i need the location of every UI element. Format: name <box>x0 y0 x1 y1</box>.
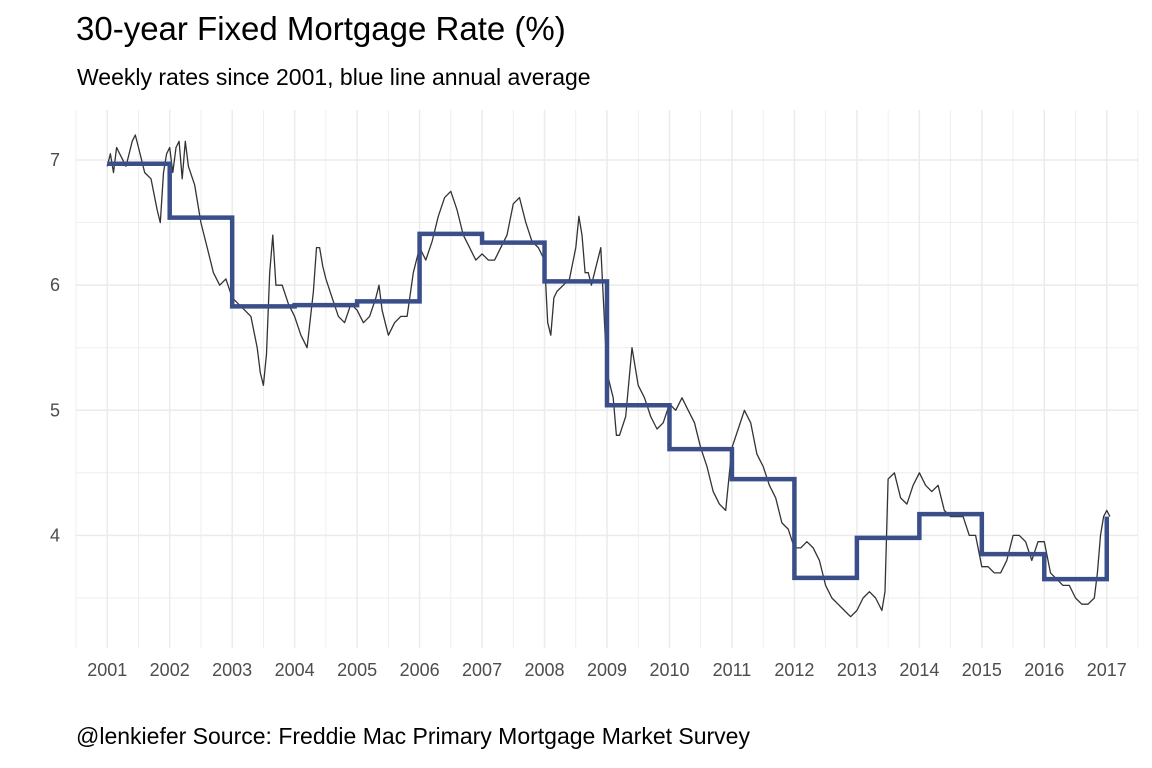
chart-subtitle: Weekly rates since 2001, blue line annua… <box>77 64 591 90</box>
x-tick-label: 2007 <box>462 660 502 680</box>
x-tick-label: 2005 <box>337 660 377 680</box>
y-tick-label: 4 <box>50 525 60 545</box>
x-tick-label: 2002 <box>150 660 190 680</box>
y-tick-label: 7 <box>50 150 60 170</box>
y-tick-label: 5 <box>50 400 60 420</box>
x-tick-label: 2006 <box>400 660 440 680</box>
source-caption: @lenkiefer Source: Freddie Mac Primary M… <box>76 723 750 749</box>
x-tick-label: 2012 <box>774 660 814 680</box>
x-tick-label: 2009 <box>587 660 627 680</box>
annual-average-step-line <box>107 161 1110 582</box>
chart-title: 30-year Fixed Mortgage Rate (%) <box>76 10 566 47</box>
x-tick-label: 2004 <box>275 660 315 680</box>
series-layer <box>106 134 1111 618</box>
x-tick-label: 2013 <box>837 660 877 680</box>
x-tick-label: 2014 <box>899 660 939 680</box>
x-tick-label: 2017 <box>1087 660 1127 680</box>
x-tick-label: 2011 <box>713 660 752 680</box>
x-tick-label: 2010 <box>649 660 689 680</box>
tick-labels: 4 5 6 7 2001 2002 2003 2004 2005 2006 2007 2008 2009… <box>50 150 1127 680</box>
y-tick-label: 6 <box>50 275 60 295</box>
x-tick-label: 2008 <box>525 660 565 680</box>
x-tick-label: 2003 <box>212 660 252 680</box>
x-tick-label: 2015 <box>962 660 1002 680</box>
x-tick-label: 2001 <box>87 660 127 680</box>
x-tick-label: 2016 <box>1024 660 1064 680</box>
